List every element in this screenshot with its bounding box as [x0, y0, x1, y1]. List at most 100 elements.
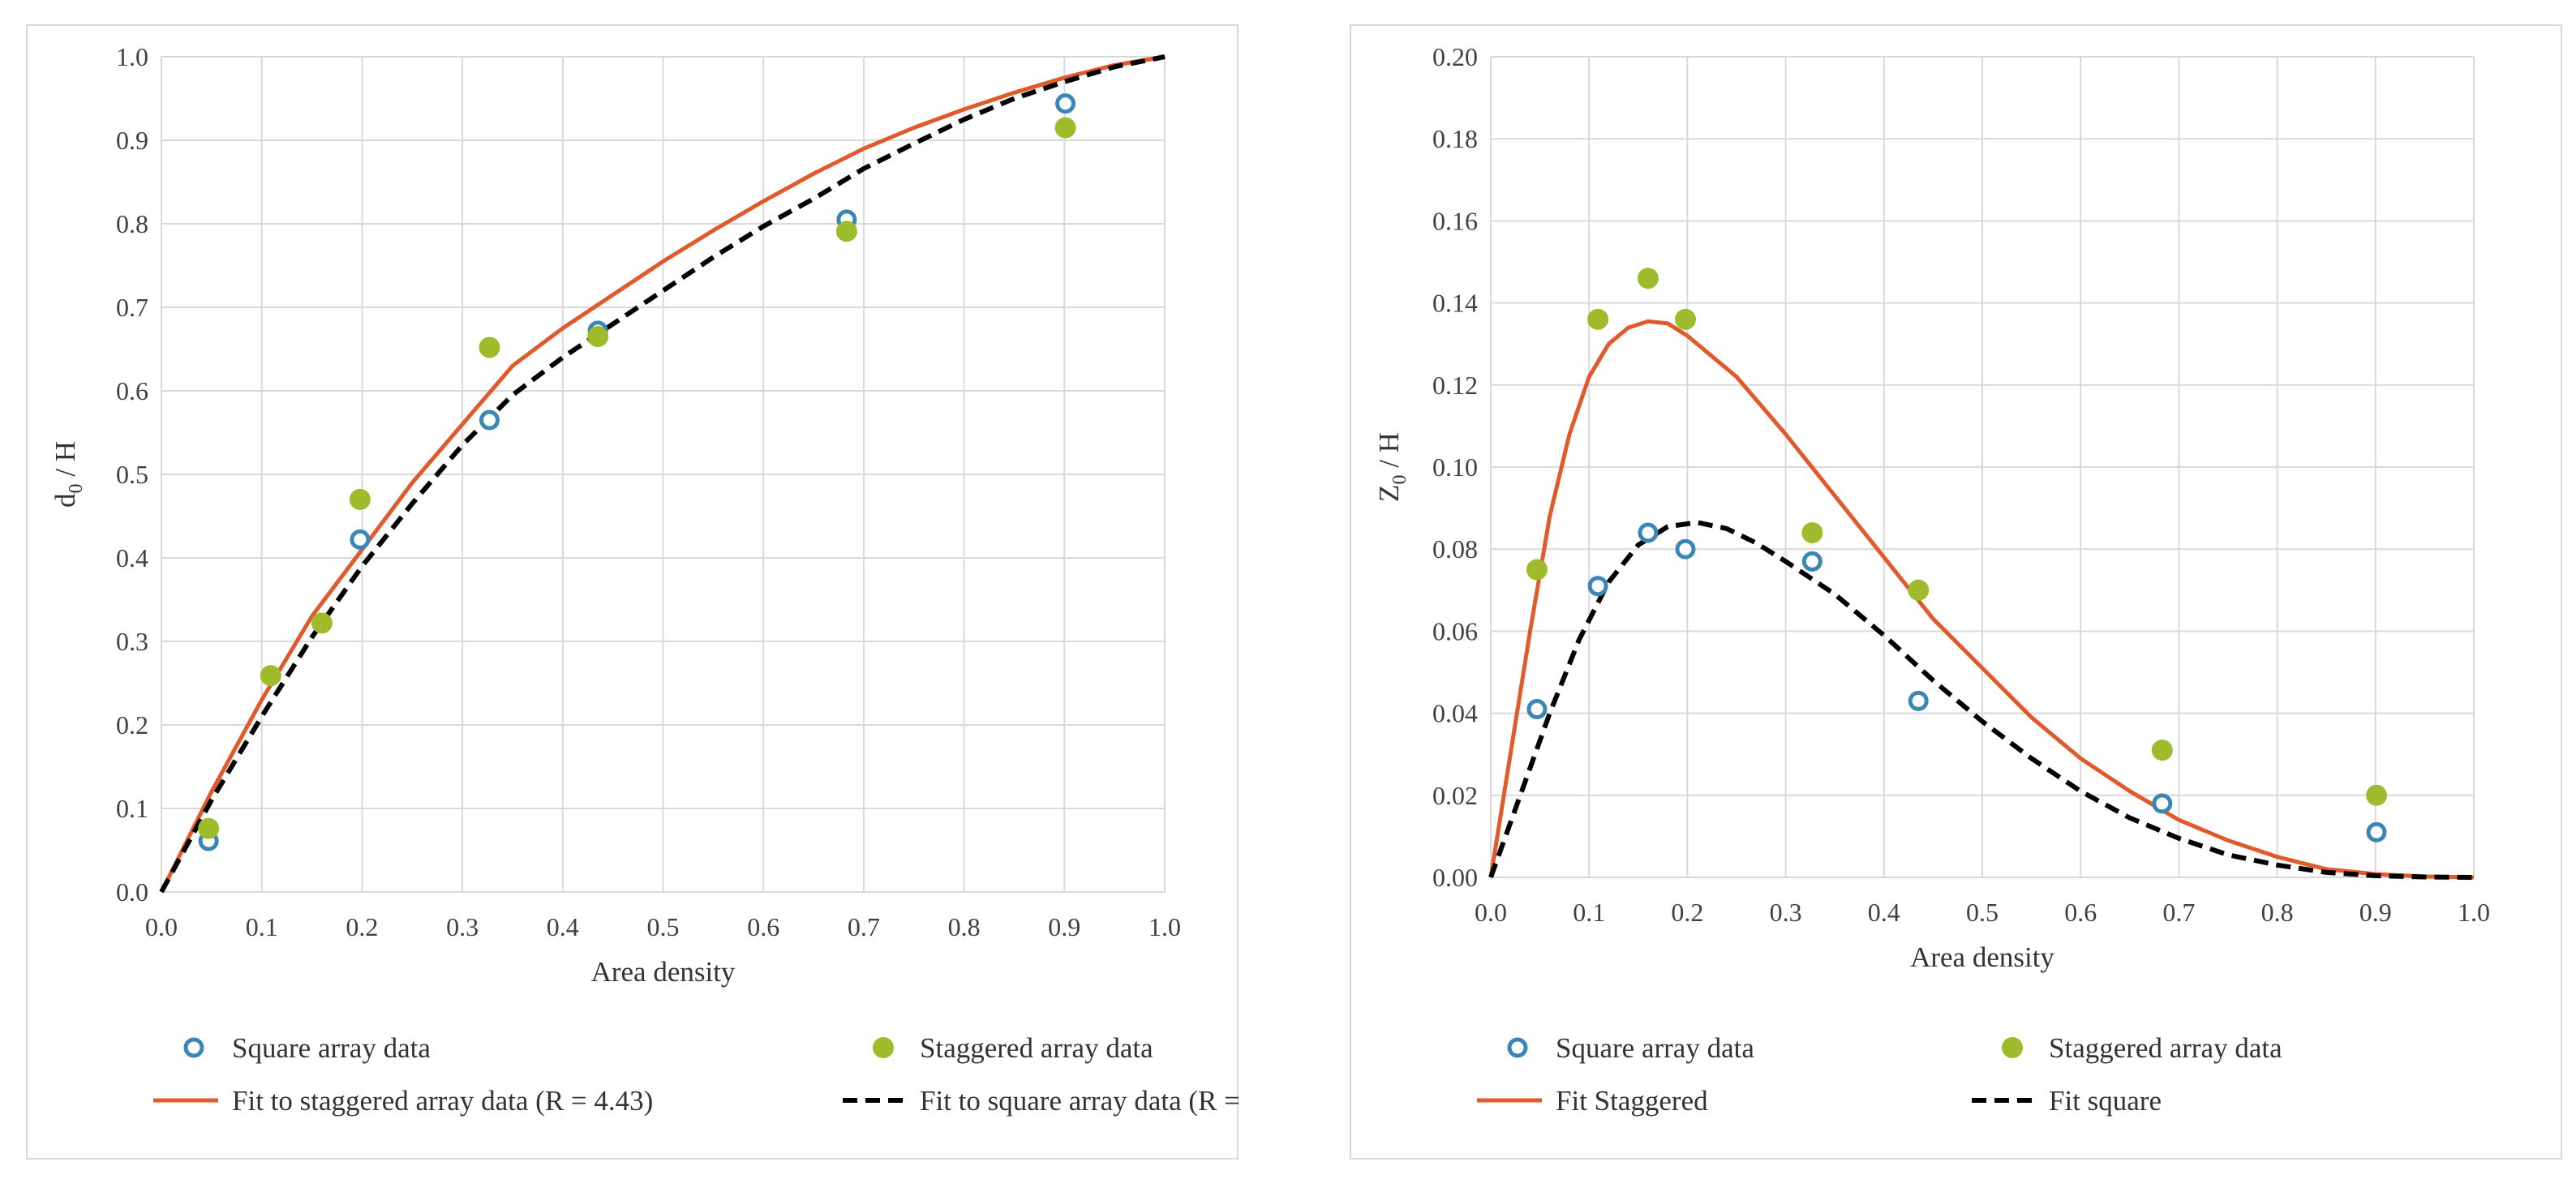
data-point-square — [1055, 93, 1076, 114]
x-tick-label: 0.2 — [1671, 898, 1703, 927]
y-tick-label: 0.3 — [116, 627, 148, 656]
y-tick-label: 0.1 — [116, 794, 148, 823]
legend-item: Square array data — [1507, 1032, 1754, 1064]
series-line-fit-to-staggered-array-data-r-4-43 — [159, 54, 1166, 894]
legend-label: Square array data — [1556, 1032, 1754, 1064]
data-point-staggered — [835, 221, 857, 242]
data-point-staggered — [260, 665, 281, 687]
legend-marker-square — [183, 1037, 204, 1058]
x-tick-label: 0.5 — [1966, 898, 1999, 927]
y-tick-label: 0.8 — [116, 209, 148, 238]
data-point-square — [1675, 538, 1696, 559]
y-tick-label: 0.10 — [1432, 452, 1478, 482]
y-tick-label: 0.5 — [116, 460, 148, 489]
data-point-staggered — [479, 337, 500, 358]
y-tick-label: 0.08 — [1432, 534, 1478, 564]
y-tick-label: 0.02 — [1432, 781, 1478, 810]
series-points-points-filled — [198, 117, 1076, 839]
legend-item: Square array data — [183, 1032, 431, 1064]
y-tick-label: 0.7 — [116, 293, 148, 322]
x-tick-label: 0.0 — [1475, 898, 1507, 927]
data-point-square — [479, 409, 500, 431]
chart-panel-left: 0.0 0.1 0.2 0.3 0.4 0.5 0.6 0.7 0.8 0.9 1.0 0.0 0.1 0… — [26, 24, 1240, 1160]
data-point-square — [2152, 793, 2173, 814]
legend-label: Fit Staggered — [1556, 1085, 1708, 1117]
data-point-square — [1587, 576, 1608, 597]
series-line-fit-square — [1488, 520, 2475, 880]
x-tick-label: 0.6 — [747, 912, 779, 941]
legend-marker-square — [1507, 1037, 1528, 1058]
y-tick-label: 0.2 — [116, 710, 148, 740]
data-point-square — [1526, 699, 1548, 720]
data-point-staggered — [349, 488, 371, 510]
y-tick-label: 0.9 — [116, 126, 148, 155]
legend-item: Fit square — [1972, 1085, 2162, 1117]
x-tick-label: 0.8 — [948, 912, 981, 941]
x-tick-label: 0.4 — [1868, 898, 1900, 927]
legend-label: Fit to staggered array data (R = 4.43) — [232, 1085, 653, 1117]
legend-label: Fit square — [2049, 1085, 2162, 1117]
x-tick-label: 0.7 — [2162, 898, 2195, 927]
grid — [161, 56, 1166, 893]
data-point-square — [1908, 690, 1929, 711]
y-tick-label: 0.12 — [1432, 371, 1478, 400]
x-tick-label: 1.0 — [1148, 912, 1181, 941]
data-point-staggered — [1801, 521, 1823, 543]
legend-item: Staggered array data — [873, 1032, 1153, 1064]
y-tick-label: 0.0 — [116, 877, 148, 907]
x-axis-title: Area density — [591, 956, 736, 988]
series-line-fit-to-square-array-data-r-3-59 — [159, 54, 1166, 894]
series-points-points-filled — [1526, 268, 2388, 806]
x-tick-label: 0.5 — [647, 912, 680, 941]
data-point-square — [1801, 551, 1823, 572]
x-tick-label: 0.7 — [848, 912, 880, 941]
chart-panel-right: 0.00 0.02 0.04 0.06 0.08 0.10 0.12 0.14 0.16 0.18… — [1350, 24, 2562, 1160]
chart-left-svg: 0.0 0.1 0.2 0.3 0.4 0.5 0.6 0.7 0.8 0.9 1.0 0.0 0.1 0… — [49, 42, 1240, 1117]
x-tick-label: 0.1 — [246, 912, 278, 941]
chart-right-svg: 0.00 0.02 0.04 0.06 0.08 0.10 0.12 0.14 0.16 0.18… — [1373, 42, 2490, 1117]
y-tick-label: 0.14 — [1432, 289, 1478, 318]
y-tick-label: 0.16 — [1432, 206, 1478, 235]
x-tick-label: 0.1 — [1573, 898, 1605, 927]
x-tick-label: 0.2 — [346, 912, 378, 941]
y-tick-label: 0.4 — [116, 543, 148, 572]
legend-item: Fit to staggered array data (R = 4.43) — [153, 1085, 653, 1117]
y-tick-label: 0.00 — [1432, 863, 1478, 892]
x-tick-label: 0.3 — [1770, 898, 1802, 927]
y-tick-label: 0.18 — [1432, 124, 1478, 153]
x-tick-label: 0.4 — [547, 912, 579, 941]
x-axis-title: Area density — [1910, 941, 2054, 973]
legend-label: Staggered array data — [2049, 1032, 2282, 1064]
data-point-staggered — [1674, 308, 1696, 330]
data-point-square — [2366, 821, 2387, 842]
data-point-square — [1638, 522, 1659, 543]
data-point-square — [350, 529, 371, 550]
data-point-staggered — [1526, 559, 1548, 581]
y-tick-label: 0.04 — [1432, 699, 1478, 728]
x-tick-label: 0.8 — [2261, 898, 2294, 927]
y-tick-label: 0.06 — [1432, 616, 1478, 645]
y-tick-label: 1.0 — [116, 42, 148, 71]
legend-item: Fit Staggered — [1477, 1085, 1708, 1117]
data-point-staggered — [198, 817, 220, 839]
x-tick-label: 1.0 — [2458, 898, 2490, 927]
data-point-staggered — [1908, 579, 1930, 601]
legend-marker-staggered — [873, 1037, 894, 1058]
legend-label: Square array data — [232, 1032, 431, 1064]
legend-item: Fit to square array data (R = 3.59) — [843, 1085, 1240, 1117]
data-point-staggered — [311, 612, 333, 634]
y-tick-label: 0.6 — [116, 376, 148, 405]
data-point-staggered — [1054, 117, 1076, 139]
y-tick-label: 0.20 — [1432, 42, 1478, 71]
data-point-staggered — [587, 326, 609, 348]
legend-label: Staggered array data — [920, 1032, 1153, 1064]
series-points-points-open — [198, 93, 1076, 851]
x-tick-label: 0.9 — [1048, 912, 1080, 941]
series-points-points-open — [1526, 522, 2387, 842]
series-line-fit-staggered — [1488, 319, 2475, 880]
data-point-staggered — [2366, 784, 2388, 806]
legend-label: Fit to square array data (R = 3.59) — [920, 1085, 1240, 1117]
data-point-staggered — [1637, 268, 1659, 289]
data-point-staggered — [1587, 308, 1609, 330]
grid — [1490, 56, 2475, 878]
